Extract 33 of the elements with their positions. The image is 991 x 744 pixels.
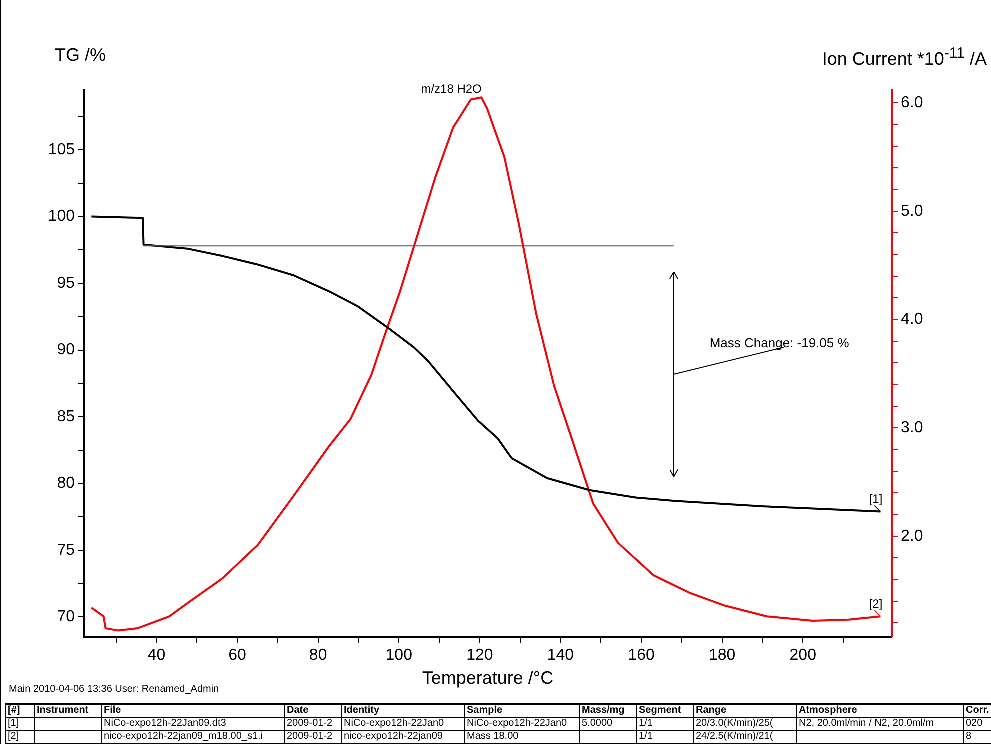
series-label: [2]: [869, 596, 883, 611]
x-tick-label: 40: [148, 647, 166, 664]
y2-tick-label: 4.0: [901, 311, 924, 328]
y-tick-label: 70: [57, 608, 76, 626]
y2-tick-label: 5.0: [901, 202, 924, 220]
x-tick-label: 160: [628, 647, 655, 664]
y-tick-label: 80: [57, 475, 76, 492]
text: Main 2010-04-06 13:36 User: Renamed_Admin: [9, 684, 220, 695]
y-tick-label: 75: [57, 542, 76, 559]
y-axis-title: TG /%: [55, 45, 106, 66]
x-tick-label: 100: [386, 647, 413, 664]
y2-axis-title: Ion Current *10$^{-11}$ /A: [822, 45, 987, 70]
y-tick-label: 90: [57, 342, 76, 359]
y2-tick-label: 3.0: [901, 419, 924, 436]
y2-tick-label: 6.0: [901, 94, 924, 112]
y-tick-label: 85: [57, 408, 76, 426]
x-tick-label: 140: [547, 647, 574, 664]
y-tick-label: 105: [48, 141, 76, 158]
text: [1] NiCo-expo12h-22Jan09.dt3 2009-01-2 NiCo-expo12h-22Jan0 NiCo-expo12h-22Jan0 5.0000 1/1 20/3.0(K/min)/25( N2, 20.0ml/min / N2, 20.0ml/m 020: [8, 718, 983, 729]
x-tick-label: 180: [708, 647, 736, 664]
x-tick-label: 60: [228, 647, 247, 664]
text: [2] nico-expo12h-22jan09_m18.00_s1.i 2009-01-2 nico-expo12h-22jan09 Mass 18.00 1/1 24/2.5(K/min)/21( 8: [8, 731, 972, 742]
x-tick-label: 200: [790, 647, 817, 664]
y-tick-label: 100: [48, 208, 76, 226]
y2-tick-label: 2.0: [901, 528, 924, 545]
y-tick-label: 95: [57, 274, 76, 292]
annotation: m/z18 H2O: [421, 82, 482, 96]
x-tick-label: 80: [309, 647, 328, 664]
text: [#] Instrument File Date Identity Sample Mass/mg Segment Range Atmosphere Corr.: [8, 705, 990, 716]
series-label: [1]: [869, 492, 883, 506]
x-axis-title: Temperature /°C: [422, 668, 554, 688]
x-tick-label: 120: [466, 647, 494, 664]
annotation: Mass Change: -19.05 %: [710, 336, 850, 351]
